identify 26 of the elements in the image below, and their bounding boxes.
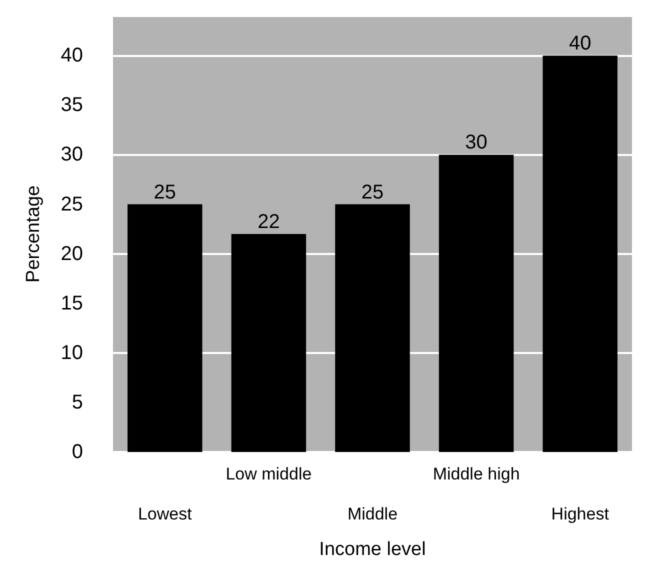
y-tick-label: 15 <box>60 292 83 314</box>
y-tick-label: 20 <box>60 242 83 265</box>
x-tick-label: Middle <box>347 504 398 524</box>
x-tick-label: Highest <box>551 504 610 524</box>
data-label: 25 <box>154 181 176 204</box>
data-label: 25 <box>361 181 384 204</box>
x-tick-label: Low middle <box>226 464 312 484</box>
bar <box>231 234 306 452</box>
x-axis-title: Income level <box>319 539 426 560</box>
bar <box>335 204 410 452</box>
y-tick-label: 40 <box>60 44 83 67</box>
data-label: 22 <box>258 211 280 233</box>
x-tick-label: Middle high <box>432 464 520 484</box>
bar <box>438 154 514 452</box>
y-tick-label: 25 <box>60 193 83 216</box>
y-tick-label: 35 <box>60 94 83 116</box>
y-axis-title: Percentage <box>23 185 44 283</box>
y-tick-label: 5 <box>72 391 83 414</box>
x-tick-label: Lowest <box>138 504 192 524</box>
bar <box>128 204 202 452</box>
data-label: 30 <box>465 132 488 154</box>
y-tick-label: 10 <box>60 342 83 364</box>
bar <box>542 56 618 452</box>
y-tick-label: 30 <box>60 144 83 166</box>
y-tick-label: 0 <box>72 441 83 463</box>
data-label: 40 <box>568 32 592 55</box>
